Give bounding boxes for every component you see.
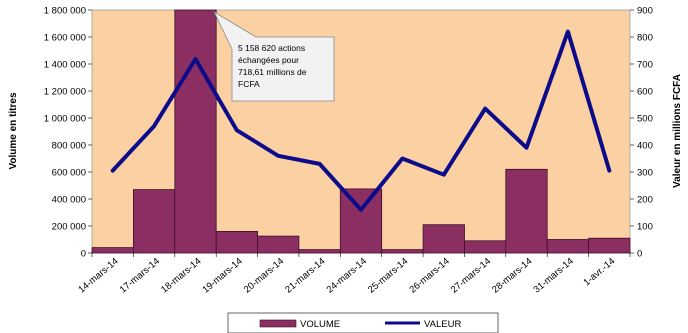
left-tick-label-0: 0: [81, 249, 86, 260]
volume-bar-0: [91, 247, 134, 254]
x-tick-label-7: 25-mars-14: [366, 256, 410, 296]
x-tick-label-10: 28-mars-14: [490, 256, 534, 296]
x-tick-label-0: 14-mars-14: [76, 256, 120, 296]
annotation-line-2: échangées pour: [238, 55, 299, 65]
x-tick-label-1: 17-mars-14: [118, 256, 162, 296]
right-axis: 0 100 200 300 400 500 600 700 800 900: [630, 6, 653, 260]
volume-bar-11: [546, 239, 590, 254]
x-tick-label-3: 19-mars-14: [200, 256, 244, 296]
volume-bar-1: [132, 189, 176, 254]
legend-valeur-label: VALEUR: [424, 319, 461, 330]
right-tick-label-1: 100: [637, 222, 653, 233]
callout-shape: [213, 10, 335, 102]
x-tick-label-6: 24-mars-14: [325, 256, 369, 296]
left-axis: 0 200 000 400 000 600 000 800 000 1 000 000 1 …: [44, 6, 92, 260]
legend-volume-swatch: [259, 319, 297, 328]
annotation-line-4: FCFA: [238, 79, 260, 89]
volume-bar-9: [464, 240, 507, 254]
legend: VOLUME VALEUR: [227, 312, 499, 333]
legend-volume-label: VOLUME: [300, 319, 340, 330]
right-tick-label-6: 600: [637, 87, 653, 98]
x-tick-label-12: 1-avr.-14: [581, 256, 617, 289]
right-tick-label-4: 400: [637, 141, 653, 152]
volume-bar-7: [381, 249, 424, 254]
right-tick-label-7: 700: [637, 60, 653, 71]
volume-bar-5: [298, 249, 341, 254]
left-tick-label-3: 600 000: [52, 168, 86, 179]
left-tick-label-5: 1 000 000: [44, 114, 86, 125]
volume-bar-2: [174, 9, 217, 254]
left-tick-label-4: 800 000: [52, 141, 86, 152]
x-tick-label-11: 31-mars-14: [532, 256, 576, 296]
right-tick-label-0: 0: [637, 249, 642, 260]
x-tick-label-9: 27-mars-14: [449, 256, 493, 296]
left-tick-label-8: 1 600 000: [44, 33, 86, 44]
right-tick-label-9: 900: [637, 6, 653, 17]
annotation-line-1: 5 158 620 actions: [238, 43, 305, 53]
right-tick-label-2: 200: [637, 195, 653, 206]
y-left-title: Volume en titres: [8, 92, 19, 169]
left-tick-label-6: 1 200 000: [44, 87, 86, 98]
x-tick-label-8: 26-mars-14: [407, 256, 451, 296]
left-tick-label-2: 400 000: [52, 195, 86, 206]
left-tick-label-7: 1 400 000: [44, 60, 86, 71]
annotation-callout: 5 158 620 actions échangées pour 718,61 …: [213, 10, 335, 102]
volume-bar-12: [588, 237, 631, 254]
volume-bar-10: [505, 168, 548, 254]
left-tick-label-9: 1 800 000: [44, 6, 86, 17]
x-axis: 14-mars-1417-mars-1418-mars-1419-mars-14…: [76, 253, 631, 296]
annotation-line-3: 718,61 millions de: [238, 67, 307, 77]
right-tick-label-3: 300: [637, 168, 653, 179]
right-tick-label-5: 500: [637, 114, 653, 125]
legend-box: [227, 312, 499, 333]
valeur-line: [110, 29, 612, 212]
x-tick-label-4: 20-mars-14: [242, 256, 286, 296]
volume-bar-6: [339, 188, 383, 254]
volume-bar-3: [215, 230, 258, 254]
line-group: [110, 29, 612, 212]
y-right-title: Valeur en millions FCFA: [672, 74, 683, 188]
x-tick-label-2: 18-mars-14: [159, 256, 203, 296]
left-tick-label-1: 200 000: [52, 222, 86, 233]
x-tick-label-5: 21-mars-14: [283, 256, 327, 296]
volume-bar-8: [422, 224, 465, 254]
right-tick-label-8: 800: [637, 33, 653, 44]
bars-group: [91, 9, 631, 254]
volume-bar-4: [257, 235, 300, 254]
